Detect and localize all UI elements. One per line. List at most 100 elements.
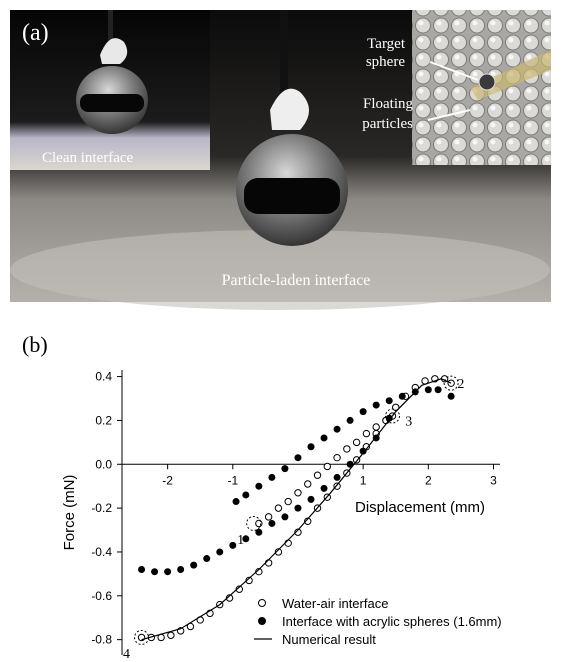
point xyxy=(323,462,331,471)
x-axis-label: Displacement (mm) xyxy=(355,499,485,516)
x-tick-label: 2 xyxy=(425,473,432,487)
point xyxy=(359,447,367,455)
annotation: particles xyxy=(362,116,413,132)
annotation-ring xyxy=(443,375,459,391)
point xyxy=(284,539,292,547)
y-tick-label: -0.8 xyxy=(91,633,112,647)
point xyxy=(359,408,367,416)
point xyxy=(284,497,292,506)
point xyxy=(447,392,455,400)
point xyxy=(264,513,273,521)
line xyxy=(141,378,452,641)
point xyxy=(392,403,400,411)
target-sphere xyxy=(478,73,496,91)
annotation-ring xyxy=(384,408,400,424)
point xyxy=(424,386,432,394)
annotation-ring xyxy=(134,629,150,645)
point xyxy=(333,453,341,462)
panel-label: (a) xyxy=(22,20,49,46)
point xyxy=(274,504,283,512)
foam xyxy=(10,230,550,310)
point xyxy=(372,401,380,409)
annotation: 4 xyxy=(123,647,130,662)
point xyxy=(151,568,159,576)
point xyxy=(177,566,185,573)
point xyxy=(138,566,146,573)
annotation: 2 xyxy=(457,377,464,392)
point xyxy=(190,561,198,569)
point xyxy=(343,445,351,453)
point xyxy=(434,386,442,394)
point xyxy=(385,414,393,422)
y-tick-label: -0.2 xyxy=(91,501,112,515)
point xyxy=(333,425,341,433)
point xyxy=(362,429,371,438)
inset-droplet-core xyxy=(80,94,144,112)
x-tick-label: -1 xyxy=(227,473,238,487)
point xyxy=(313,471,322,479)
x-tick-label: -2 xyxy=(162,473,173,487)
point xyxy=(242,535,250,543)
point xyxy=(307,443,315,451)
inset-rod xyxy=(108,10,113,50)
y-tick-label: 0.0 xyxy=(95,457,112,471)
point xyxy=(294,454,302,462)
panel-label: (b) xyxy=(22,332,48,357)
annotation-ring xyxy=(246,515,262,531)
point xyxy=(398,392,406,400)
point xyxy=(385,397,393,405)
x-tick-label: 1 xyxy=(360,473,367,487)
point xyxy=(164,568,172,576)
point xyxy=(242,491,250,499)
annotation: sphere xyxy=(366,54,405,70)
inset-holder xyxy=(100,38,128,64)
annotation: 1 xyxy=(237,533,244,548)
chart: 0.4 0.2 0.0 -0.2 -0.4 -0.6 -0.8 -2 -1 1 2 3 Displace… xyxy=(61,370,502,662)
point xyxy=(333,473,341,481)
y-tick-label: -0.4 xyxy=(91,545,112,559)
legend-label: Numerical result xyxy=(282,632,376,647)
legend-label: Water-air interface xyxy=(282,596,388,611)
point xyxy=(255,482,263,490)
point xyxy=(216,548,224,556)
point xyxy=(294,528,302,536)
point xyxy=(294,489,302,497)
y-tick-label: -0.6 xyxy=(91,589,112,603)
point xyxy=(372,423,380,431)
annotation: 3 xyxy=(405,414,412,429)
rod xyxy=(280,10,288,110)
x-tick-label: 3 xyxy=(490,473,497,487)
annotation: Floating xyxy=(363,96,414,112)
legend-label: Interface with acrylic spheres (1.6mm) xyxy=(282,614,502,629)
point xyxy=(304,480,312,488)
point xyxy=(167,631,175,639)
caption: Clean interface xyxy=(42,150,134,166)
point xyxy=(352,456,361,464)
point xyxy=(294,504,302,512)
annotation: Target xyxy=(367,36,406,52)
point xyxy=(281,513,289,521)
point xyxy=(352,438,361,447)
y-tick-label: 0.2 xyxy=(95,413,112,427)
caption: Particle-laden interface xyxy=(222,272,371,289)
point xyxy=(320,434,328,442)
y-axis-label: Force (mN) xyxy=(61,475,78,551)
arrow xyxy=(429,61,479,81)
point xyxy=(232,498,240,506)
point xyxy=(255,528,263,536)
y-tick-label: 0.4 xyxy=(95,370,112,384)
holder xyxy=(270,88,309,130)
point xyxy=(307,495,315,503)
legend-swatch xyxy=(258,599,266,607)
point xyxy=(320,484,328,492)
droplet-core xyxy=(244,178,340,214)
point xyxy=(281,465,289,473)
arrow xyxy=(427,109,471,121)
point xyxy=(346,460,354,468)
point xyxy=(346,416,354,424)
point xyxy=(274,548,283,556)
point xyxy=(203,555,211,563)
point xyxy=(268,473,276,481)
point xyxy=(268,519,276,527)
